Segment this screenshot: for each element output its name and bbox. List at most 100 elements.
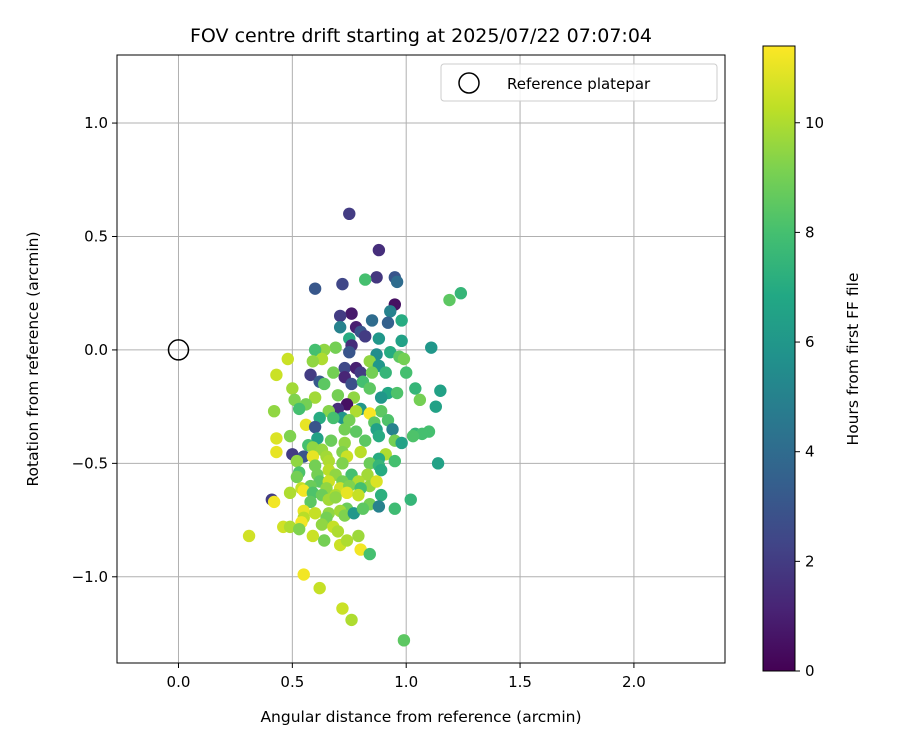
data-point bbox=[306, 529, 320, 543]
data-point bbox=[404, 493, 417, 506]
data-point bbox=[431, 457, 445, 470]
data-point bbox=[283, 429, 297, 443]
data-point bbox=[281, 352, 294, 366]
data-point bbox=[365, 366, 379, 379]
data-point bbox=[374, 391, 388, 404]
data-point bbox=[345, 307, 358, 320]
y-tick-label: 0.0 bbox=[84, 341, 108, 359]
data-point bbox=[349, 425, 363, 438]
reference-platepar-marker bbox=[167, 339, 190, 361]
data-point bbox=[308, 343, 322, 357]
y-axis-label: Rotation from reference (arcmin) bbox=[24, 231, 42, 486]
data-point bbox=[406, 429, 420, 443]
data-point bbox=[290, 470, 304, 484]
data-point bbox=[434, 384, 447, 397]
data-point bbox=[313, 581, 326, 595]
y-tick-label: 0.5 bbox=[84, 227, 108, 245]
colorbar-tick-label: 0 bbox=[805, 662, 815, 680]
x-tick-label: 1.5 bbox=[508, 673, 532, 691]
data-point bbox=[352, 529, 365, 543]
data-point bbox=[315, 518, 329, 531]
data-point bbox=[390, 275, 404, 289]
data-point bbox=[395, 334, 408, 348]
data-point bbox=[329, 491, 342, 504]
data-point bbox=[327, 366, 340, 379]
colorbar-label: Hours from first FF file bbox=[844, 273, 862, 446]
y-axis-ticks: −1.0 −0.5 0.0 0.5 1.0 bbox=[72, 114, 117, 586]
data-point bbox=[340, 486, 354, 500]
data-point bbox=[386, 423, 399, 436]
data-point bbox=[270, 432, 283, 445]
colorbar-tick-label: 6 bbox=[805, 333, 815, 351]
x-axis-ticks: 0.0 0.5 1.0 1.5 2.0 bbox=[167, 663, 646, 691]
data-point bbox=[372, 243, 386, 257]
data-point bbox=[343, 345, 356, 359]
colorbar-ticks: 0 2 4 6 8 10 bbox=[795, 114, 824, 680]
data-point bbox=[336, 602, 349, 615]
data-points bbox=[242, 207, 468, 647]
data-point bbox=[343, 207, 356, 221]
data-point bbox=[345, 377, 358, 391]
colorbar-tick-label: 8 bbox=[805, 223, 815, 241]
data-point bbox=[338, 361, 351, 375]
data-point bbox=[372, 332, 386, 345]
data-point bbox=[336, 277, 349, 291]
data-point bbox=[359, 434, 372, 447]
data-point bbox=[359, 330, 372, 343]
data-point bbox=[356, 502, 370, 515]
data-point bbox=[443, 293, 456, 307]
legend: Reference platepar bbox=[440, 63, 718, 102]
data-point bbox=[370, 475, 383, 488]
data-point bbox=[454, 287, 468, 300]
colorbar-tick-label: 2 bbox=[805, 552, 815, 570]
data-point bbox=[327, 411, 340, 425]
data-point bbox=[267, 495, 281, 509]
y-tick-label: 1.0 bbox=[84, 114, 108, 132]
data-point bbox=[384, 305, 397, 318]
data-point bbox=[359, 273, 372, 286]
x-axis-label: Angular distance from reference (arcmin) bbox=[260, 708, 581, 726]
data-point bbox=[363, 382, 376, 395]
data-point bbox=[409, 382, 422, 395]
data-point bbox=[395, 436, 408, 450]
y-tick-label: −0.5 bbox=[72, 454, 108, 472]
data-point bbox=[297, 568, 310, 581]
data-point bbox=[304, 495, 317, 509]
data-point bbox=[363, 547, 376, 561]
chart-title: FOV centre drift starting at 2025/07/22 … bbox=[190, 25, 652, 47]
data-point bbox=[290, 454, 304, 468]
data-point bbox=[242, 529, 256, 543]
data-point bbox=[374, 463, 388, 477]
colorbar-tick-label: 10 bbox=[805, 114, 824, 132]
data-point bbox=[324, 434, 338, 447]
colorbar: 0 2 4 6 8 10 Hours from first FF file bbox=[762, 45, 862, 680]
data-point bbox=[425, 341, 438, 354]
data-point bbox=[308, 391, 322, 404]
data-point bbox=[390, 386, 404, 400]
data-point bbox=[329, 341, 342, 354]
data-point bbox=[283, 486, 297, 500]
data-point bbox=[308, 282, 322, 295]
data-point bbox=[322, 454, 335, 468]
colorbar-tick-label: 4 bbox=[805, 443, 815, 461]
data-point bbox=[336, 457, 349, 470]
data-point bbox=[270, 445, 283, 459]
data-point bbox=[399, 366, 413, 379]
data-point bbox=[370, 271, 383, 284]
data-point bbox=[352, 488, 365, 502]
data-point bbox=[429, 400, 443, 413]
data-point bbox=[354, 445, 367, 459]
data-point bbox=[395, 314, 408, 327]
data-point bbox=[381, 316, 395, 329]
data-point bbox=[374, 404, 388, 418]
data-point bbox=[304, 368, 317, 382]
data-point bbox=[388, 502, 402, 515]
data-point bbox=[372, 500, 386, 513]
data-point bbox=[331, 525, 345, 538]
data-point bbox=[361, 468, 374, 481]
data-point bbox=[292, 402, 306, 416]
data-point bbox=[292, 522, 306, 536]
grid bbox=[117, 55, 725, 663]
data-point bbox=[388, 454, 402, 468]
